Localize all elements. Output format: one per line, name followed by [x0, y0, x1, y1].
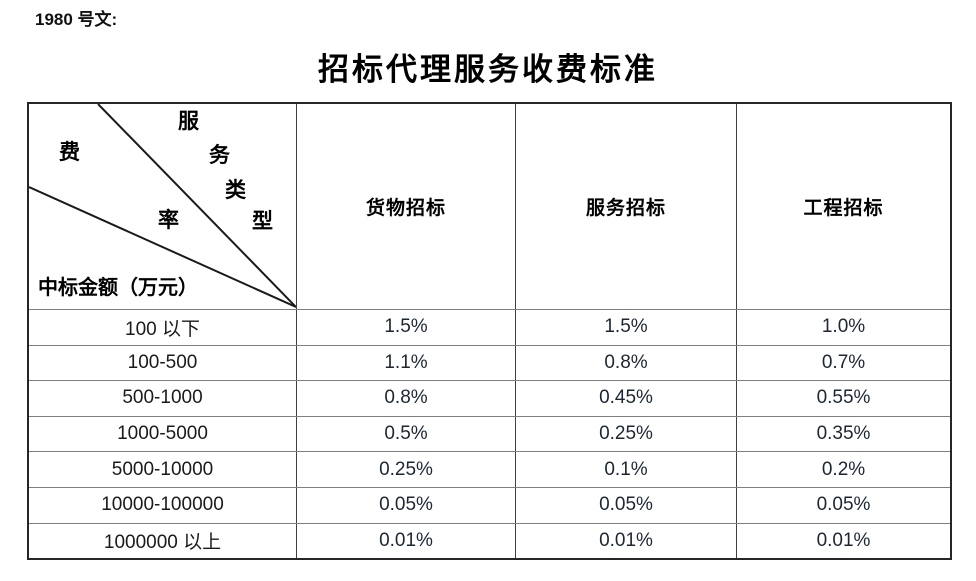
diagonal-divider-lines — [29, 104, 296, 308]
row-range-label: 100-500 — [127, 351, 198, 373]
rate-cell: 0.05% — [296, 487, 515, 523]
row-range-label: 1000-5000 — [117, 423, 208, 445]
table-row: 100-500 1.1% 0.8% 0.7% — [29, 344, 950, 381]
table-header-row: 费 率 服 务 类 型 中标金额（万元） 货物招标 服务招标 工程招标 — [29, 104, 950, 309]
row-range-label: 100 以下 — [125, 318, 200, 340]
row-range-label: 10000-100000 — [101, 494, 224, 516]
corner-fee-char-1: 费 — [59, 140, 80, 164]
row-range-label: 500-1000 — [122, 387, 203, 409]
rate-cell: 0.45% — [515, 381, 736, 416]
table-corner-cell: 费 率 服 务 类 型 中标金额（万元） — [29, 104, 296, 309]
rate-cell: 1.5% — [296, 310, 515, 345]
rate-cell: 0.55% — [736, 381, 950, 416]
corner-service-char-2: 务 — [209, 143, 230, 167]
rate-cell: 0.25% — [296, 452, 515, 487]
rate-cell: 0.8% — [515, 345, 736, 381]
rate-cell: 0.01% — [296, 523, 515, 559]
table-row: 100 以下 1.5% 1.5% 1.0% — [29, 309, 950, 345]
row-range-label: 5000-10000 — [111, 458, 214, 480]
rate-cell: 1.5% — [515, 310, 736, 345]
column-header-service: 服务招标 — [515, 104, 736, 309]
page-title: 招标代理服务收费标准 — [318, 52, 658, 87]
corner-service-char-4: 型 — [252, 209, 273, 233]
table-row: 500-1000 0.8% 0.45% 0.55% — [29, 380, 950, 416]
rate-cell: 0.05% — [736, 487, 950, 523]
corner-service-char-3: 类 — [225, 178, 246, 202]
corner-amount-label: 中标金额（万元） — [38, 277, 198, 299]
rate-cell: 1.0% — [736, 310, 950, 345]
fee-table: 费 率 服 务 类 型 中标金额（万元） 货物招标 服务招标 工程招标 100 … — [27, 102, 952, 561]
table-row: 1000000 以上 0.01% 0.01% 0.01% — [29, 522, 950, 559]
rate-cell: 0.1% — [515, 452, 736, 487]
rate-cell: 0.7% — [736, 345, 950, 381]
rate-cell: 0.01% — [515, 523, 736, 559]
corner-service-char-1: 服 — [178, 109, 199, 133]
row-range-label: 1000000 以上 — [103, 532, 222, 554]
column-header-goods: 货物招标 — [296, 104, 515, 309]
column-header-engineering: 工程招标 — [736, 104, 950, 309]
rate-cell: 0.25% — [515, 416, 736, 452]
table-row: 1000-5000 0.5% 0.25% 0.35% — [29, 415, 950, 452]
table-row: 5000-10000 0.25% 0.1% 0.2% — [29, 451, 950, 487]
corner-fee-char-2: 率 — [158, 208, 179, 232]
rate-cell: 0.2% — [736, 452, 950, 487]
rate-cell: 0.5% — [296, 416, 515, 452]
rate-cell: 0.8% — [296, 381, 515, 416]
rate-cell: 0.01% — [736, 523, 950, 559]
doc-number-note: 1980 号文: — [35, 10, 118, 29]
rate-cell: 1.1% — [296, 345, 515, 381]
rate-cell: 0.35% — [736, 416, 950, 452]
rate-cell: 0.05% — [515, 487, 736, 523]
table-row: 10000-100000 0.05% 0.05% 0.05% — [29, 486, 950, 523]
